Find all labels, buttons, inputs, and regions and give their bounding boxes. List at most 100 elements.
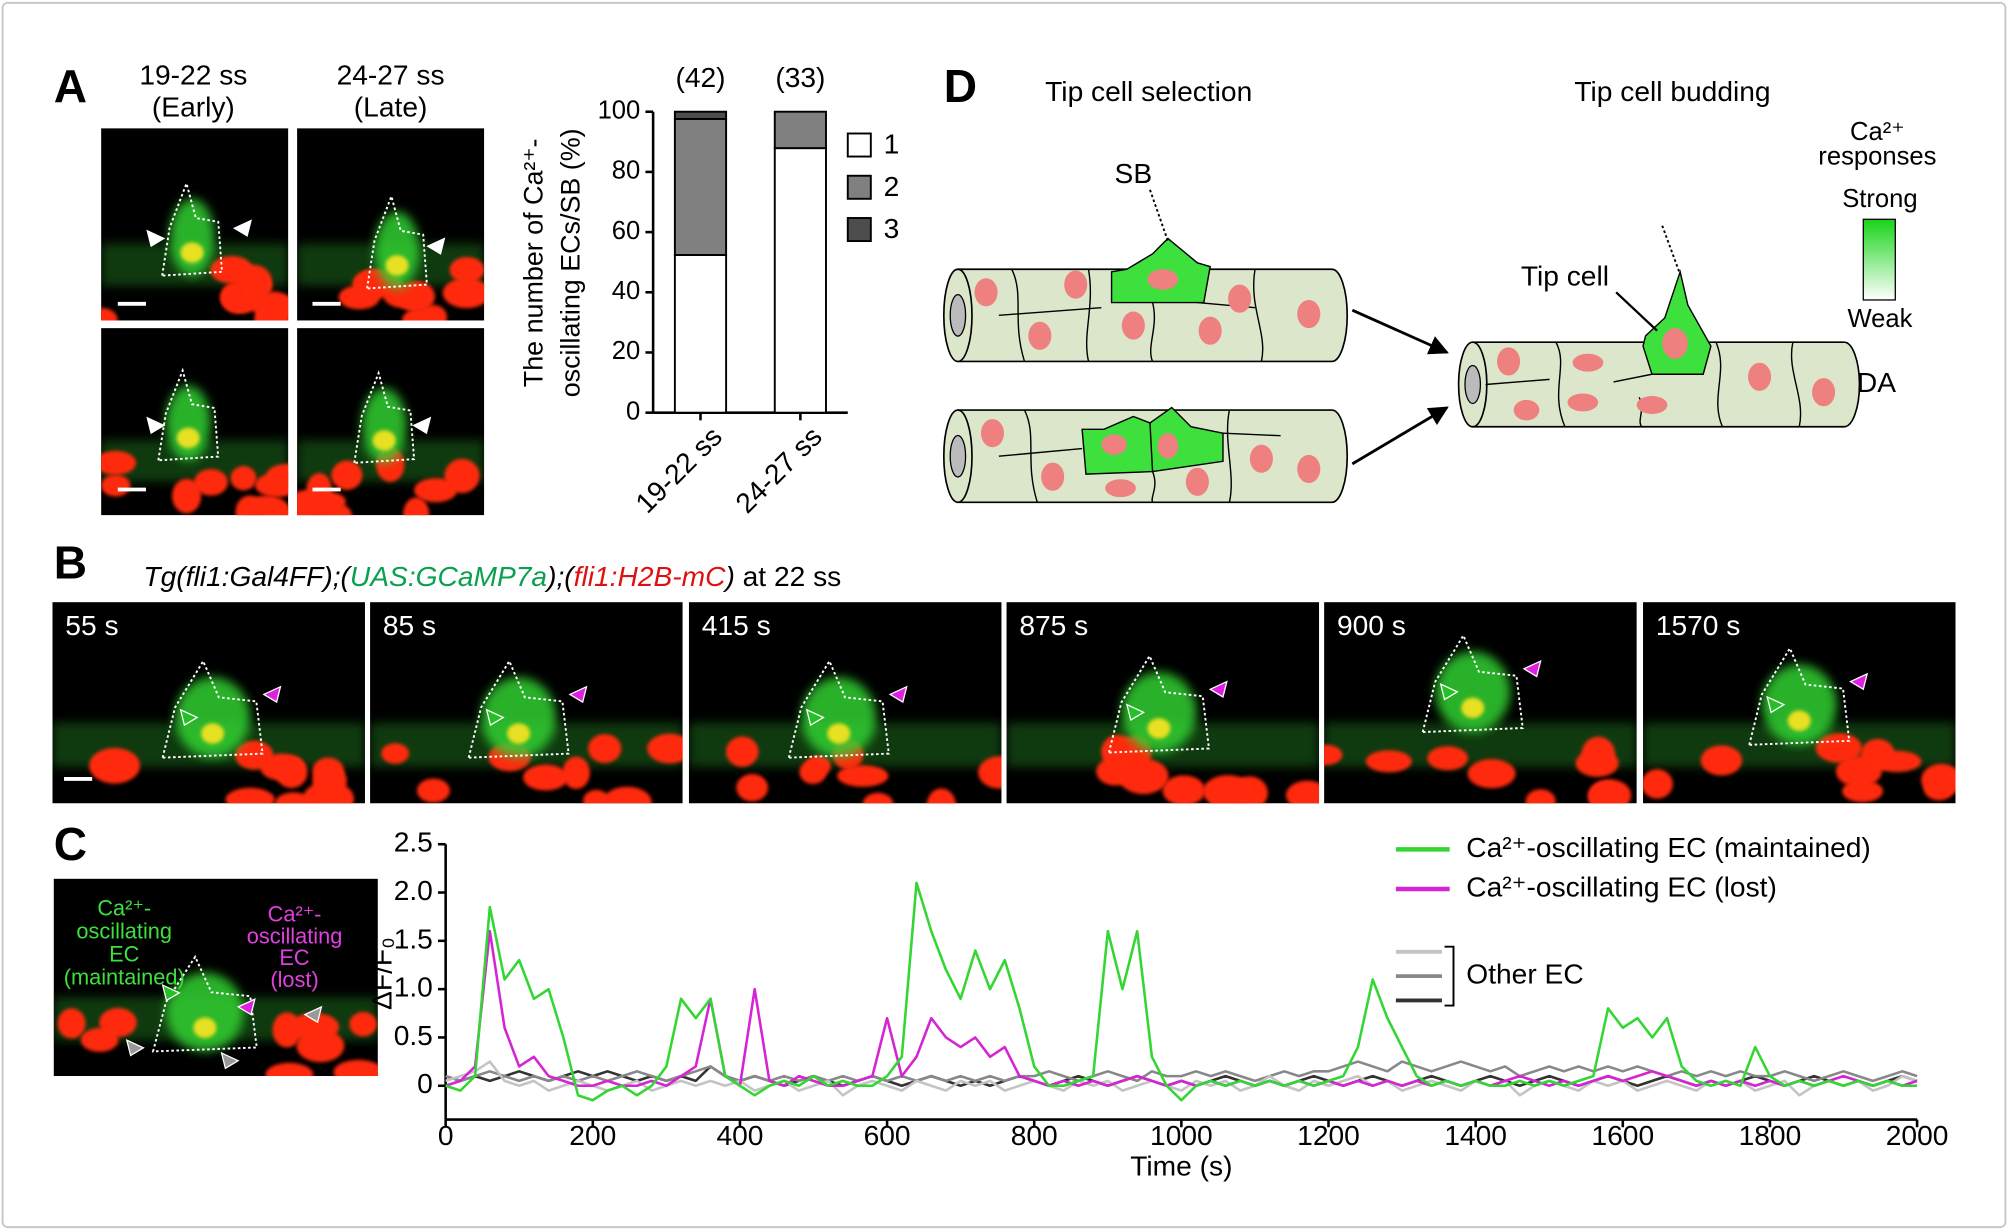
caption-part: ) <box>722 561 734 593</box>
frame-time: 415 s <box>702 609 771 641</box>
nucleus <box>1513 399 1540 421</box>
trace <box>445 1060 1918 1083</box>
micrograph <box>101 328 289 516</box>
nucleus <box>57 1008 86 1039</box>
cell-glow <box>169 198 215 276</box>
count-annotation: (42) <box>675 61 725 93</box>
image-content <box>297 370 485 516</box>
vessel-lumen <box>949 293 967 337</box>
nucleus <box>1700 745 1743 776</box>
image-content <box>1324 633 1637 804</box>
cell-core <box>176 427 200 449</box>
nucleus <box>1587 781 1623 804</box>
nucleus <box>274 792 313 804</box>
legend-swatch <box>846 217 872 243</box>
active-cell <box>1081 406 1224 475</box>
image-content <box>688 659 1002 804</box>
cell-core <box>827 723 851 744</box>
nucleus <box>396 280 435 312</box>
legend-high: Strong <box>1842 185 1917 213</box>
frame-time: 875 s <box>1019 609 1088 641</box>
micrograph <box>1643 602 1956 804</box>
cell-glow <box>165 385 211 461</box>
caption-part: fli1:H2B-mC <box>574 561 726 593</box>
y-tick-label: 100 <box>598 96 641 124</box>
nucleus <box>172 478 202 514</box>
arrowhead <box>485 708 505 727</box>
bar-segment <box>773 147 827 414</box>
tip-cell-label: Tip cell <box>1521 260 1609 292</box>
nucleus <box>1185 467 1209 496</box>
nucleus <box>1525 789 1556 804</box>
maintained-label: oscillating <box>76 918 172 943</box>
nucleus <box>265 1062 314 1077</box>
caption: Tg(fli1:Gal4FF);(UAS:GCaMP7a);(fli1:H2B-… <box>143 561 841 593</box>
nucleus <box>837 765 889 787</box>
cell-core <box>1787 710 1811 731</box>
cell-glow <box>481 677 557 758</box>
y-axis-label: The number of Ca²⁺- <box>518 138 548 387</box>
nucleus <box>1835 756 1882 787</box>
column-title: (Early) <box>152 91 235 123</box>
y-tick-label: 2.0 <box>394 874 433 906</box>
image-content <box>52 659 365 804</box>
maintained-label: EC <box>109 941 139 966</box>
nucleus <box>414 478 458 503</box>
nucleus <box>312 765 347 796</box>
x-tick-label: 600 <box>864 1119 911 1151</box>
arrowhead <box>146 229 166 248</box>
nucleus <box>1748 362 1772 391</box>
cell-glow <box>1121 672 1197 753</box>
x-tick-label: 800 <box>1011 1119 1058 1151</box>
cell-glow <box>361 388 407 463</box>
y-tick-label: 80 <box>612 157 641 185</box>
micrograph <box>297 128 485 321</box>
cell-core <box>1461 697 1485 719</box>
nucleus <box>978 756 1002 789</box>
trace <box>445 929 1918 1088</box>
panel-label: D <box>944 60 977 112</box>
cell-border <box>998 268 1264 362</box>
nucleus <box>1297 454 1321 484</box>
cell-glow <box>166 972 244 1052</box>
y-tick-label: 60 <box>612 217 641 245</box>
nucleus <box>523 764 569 791</box>
nucleus <box>416 778 450 803</box>
nucleus <box>647 733 683 764</box>
arrowhead <box>303 1005 323 1024</box>
legend-label: Ca²⁺-oscillating EC (lost) <box>1466 870 1777 902</box>
nucleus <box>1202 775 1253 804</box>
image-content <box>53 954 378 1077</box>
nucleus <box>442 277 485 309</box>
arrowhead <box>426 237 446 255</box>
cell-glow <box>801 677 877 758</box>
nucleus <box>1101 734 1136 769</box>
x-tick-label: 400 <box>716 1119 763 1151</box>
cell-glow <box>1761 664 1837 745</box>
nucleus <box>331 460 363 490</box>
legend-title: responses <box>1818 143 1936 171</box>
nucleus <box>1324 744 1343 766</box>
legend-label: 3 <box>884 212 900 244</box>
nucleus <box>980 419 1004 448</box>
y-axis-label: ΔF/F₀ <box>366 937 398 1010</box>
cell-core <box>201 723 225 744</box>
nucleus <box>1162 775 1206 804</box>
nucleus <box>1147 269 1179 290</box>
cell-glow <box>374 211 420 289</box>
micrograph <box>297 328 485 516</box>
cell-core <box>193 1017 217 1039</box>
gradient-bar <box>1862 218 1896 301</box>
trace <box>445 881 1918 1102</box>
frame-time: 85 s <box>383 609 436 641</box>
arrow <box>1351 308 1449 355</box>
arrowhead <box>1522 659 1542 678</box>
da-label: DA <box>1857 366 1896 398</box>
cell-border <box>1485 341 1802 428</box>
nucleus <box>926 788 956 804</box>
micrograph <box>53 878 378 1077</box>
cell-outline <box>467 659 570 759</box>
nucleus <box>1497 347 1521 376</box>
